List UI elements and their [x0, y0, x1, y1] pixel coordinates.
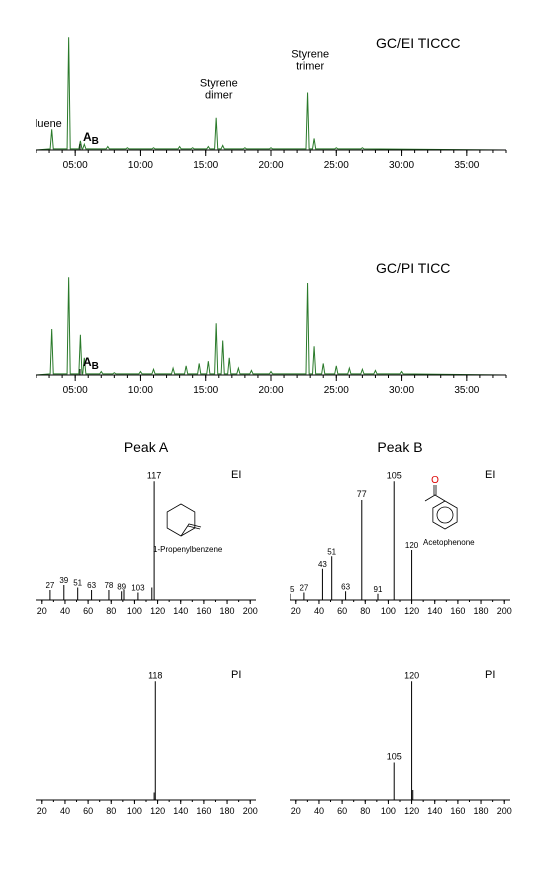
- svg-text:GC/EI TICCC: GC/EI TICCC: [376, 35, 461, 51]
- svg-text:30:00: 30:00: [389, 160, 414, 171]
- svg-text:89: 89: [117, 582, 126, 591]
- svg-text:180: 180: [474, 606, 489, 616]
- svg-text:Styrene: Styrene: [291, 49, 329, 61]
- svg-text:105: 105: [387, 752, 402, 762]
- svg-text:100: 100: [381, 606, 396, 616]
- svg-text:80: 80: [360, 606, 370, 616]
- svg-text:35:00: 35:00: [454, 160, 479, 171]
- svg-text:120: 120: [150, 606, 165, 616]
- svg-text:43: 43: [318, 560, 327, 569]
- svg-text:80: 80: [106, 606, 116, 616]
- svg-text:78: 78: [104, 581, 113, 590]
- svg-text:51: 51: [327, 547, 336, 556]
- chromatogram: GC/PI TICC 05:00 10:00 15:00 20:00 25:00 30:00…: [36, 255, 516, 425]
- svg-text:40: 40: [314, 806, 324, 816]
- svg-text:60: 60: [337, 606, 347, 616]
- svg-text:Styrene: Styrene: [200, 77, 238, 89]
- svg-text:EI: EI: [485, 469, 495, 481]
- svg-text:60: 60: [337, 806, 347, 816]
- svg-text:40: 40: [60, 606, 70, 616]
- svg-text:180: 180: [220, 606, 235, 616]
- svg-text:trimer: trimer: [296, 61, 324, 73]
- svg-text:160: 160: [196, 606, 211, 616]
- svg-text:105: 105: [387, 470, 402, 480]
- svg-text:25:00: 25:00: [324, 160, 349, 171]
- svg-text:80: 80: [106, 806, 116, 816]
- svg-text:140: 140: [173, 606, 188, 616]
- svg-text:120: 120: [404, 670, 419, 680]
- svg-text:AB: AB: [83, 130, 99, 147]
- svg-text:140: 140: [427, 806, 442, 816]
- svg-text:15:00: 15:00: [193, 160, 218, 171]
- svg-text:25:00: 25:00: [324, 385, 349, 396]
- svg-text:103: 103: [131, 584, 145, 593]
- svg-text:Acetophenone: Acetophenone: [423, 538, 475, 547]
- svg-text:20: 20: [37, 806, 47, 816]
- svg-text:30:00: 30:00: [389, 385, 414, 396]
- svg-text:Toluene: Toluene: [36, 118, 62, 130]
- svg-text:Peak B: Peak B: [377, 439, 422, 455]
- mass-spectrum: 20 40 60 80 100 120 140 160 180 200 105 120 PI: [290, 660, 520, 825]
- svg-text:1-Propenylbenzene: 1-Propenylbenzene: [153, 545, 223, 554]
- svg-text:40: 40: [60, 806, 70, 816]
- svg-text:140: 140: [427, 606, 442, 616]
- svg-text:60: 60: [83, 806, 93, 816]
- svg-text:180: 180: [220, 806, 235, 816]
- svg-text:05:00: 05:00: [63, 385, 88, 396]
- svg-text:20: 20: [291, 606, 301, 616]
- svg-text:27: 27: [299, 584, 308, 593]
- svg-text:63: 63: [341, 582, 350, 591]
- svg-text:100: 100: [381, 806, 396, 816]
- svg-text:160: 160: [450, 806, 465, 816]
- svg-text:20:00: 20:00: [258, 160, 283, 171]
- svg-text:05:00: 05:00: [63, 160, 88, 171]
- svg-text:200: 200: [497, 806, 512, 816]
- svg-text:20: 20: [37, 606, 47, 616]
- svg-text:60: 60: [83, 606, 93, 616]
- svg-text:27: 27: [45, 581, 54, 590]
- mass-spectrum: 20 40 60 80 100 120 140 160 180 200 27 39 51 63 78 89 10…: [36, 460, 266, 625]
- svg-text:10:00: 10:00: [128, 385, 153, 396]
- svg-text:160: 160: [196, 806, 211, 816]
- svg-text:PI: PI: [485, 669, 495, 681]
- svg-text:200: 200: [243, 606, 258, 616]
- svg-text:77: 77: [357, 489, 367, 499]
- svg-text:120: 120: [405, 541, 419, 550]
- svg-text:40: 40: [314, 606, 324, 616]
- svg-text:140: 140: [173, 806, 188, 816]
- mass-spectrum: 20 40 60 80 100 120 140 160 180 200 118 PI: [36, 660, 266, 825]
- svg-text:20: 20: [291, 806, 301, 816]
- svg-text:120: 120: [404, 806, 419, 816]
- svg-text:118: 118: [148, 670, 162, 680]
- svg-text:10:00: 10:00: [128, 160, 153, 171]
- svg-text:200: 200: [497, 606, 512, 616]
- svg-text:PI: PI: [231, 669, 241, 681]
- svg-text:15: 15: [290, 585, 295, 594]
- svg-text:EI: EI: [231, 469, 241, 481]
- chromatogram: GC/EI TICCC 05:00 10:00 15:00 20:00 25:00 30:0…: [36, 30, 516, 200]
- svg-text:GC/PI TICC: GC/PI TICC: [376, 260, 450, 276]
- mass-spectrum: 20 40 60 80 100 120 140 160 180 200 15 27 4351 63 77 91…: [290, 460, 520, 625]
- svg-text:20:00: 20:00: [258, 385, 283, 396]
- svg-text:monomer: monomer: [45, 30, 92, 32]
- svg-text:63: 63: [87, 581, 96, 590]
- svg-text:100: 100: [127, 606, 142, 616]
- svg-text:80: 80: [360, 806, 370, 816]
- svg-text:O: O: [431, 475, 439, 486]
- svg-text:117: 117: [147, 470, 161, 480]
- svg-text:160: 160: [450, 606, 465, 616]
- svg-text:15:00: 15:00: [193, 385, 218, 396]
- svg-text:200: 200: [243, 806, 258, 816]
- svg-text:120: 120: [404, 606, 419, 616]
- svg-text:91: 91: [374, 585, 383, 594]
- svg-text:180: 180: [474, 806, 489, 816]
- svg-text:35:00: 35:00: [454, 385, 479, 396]
- svg-text:dimer: dimer: [205, 89, 233, 101]
- svg-text:51: 51: [73, 579, 82, 588]
- svg-text:100: 100: [127, 806, 142, 816]
- peak-titles: Peak A Peak B: [0, 432, 539, 462]
- svg-text:Peak A: Peak A: [124, 439, 169, 455]
- svg-text:39: 39: [59, 576, 68, 585]
- svg-text:120: 120: [150, 806, 165, 816]
